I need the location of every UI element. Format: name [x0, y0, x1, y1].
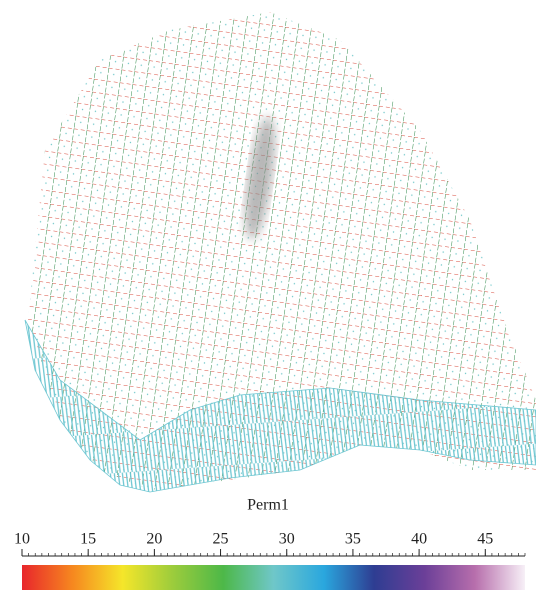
colorbar-gradient	[22, 565, 525, 590]
tick-label: 45	[477, 531, 493, 548]
tick-label: 40	[411, 531, 427, 548]
tick-label: 20	[146, 531, 162, 548]
tick-label: 10	[14, 531, 30, 548]
tick-label: 30	[279, 531, 295, 548]
colorbar: 10 15 20 25 30 35 40 45	[14, 531, 526, 590]
mesh-surface	[24, 12, 536, 493]
tick-label: 15	[80, 531, 96, 548]
tick-label: 25	[213, 531, 229, 548]
colorbar-label: Perm1	[247, 497, 289, 514]
tick-label: 35	[345, 531, 361, 548]
